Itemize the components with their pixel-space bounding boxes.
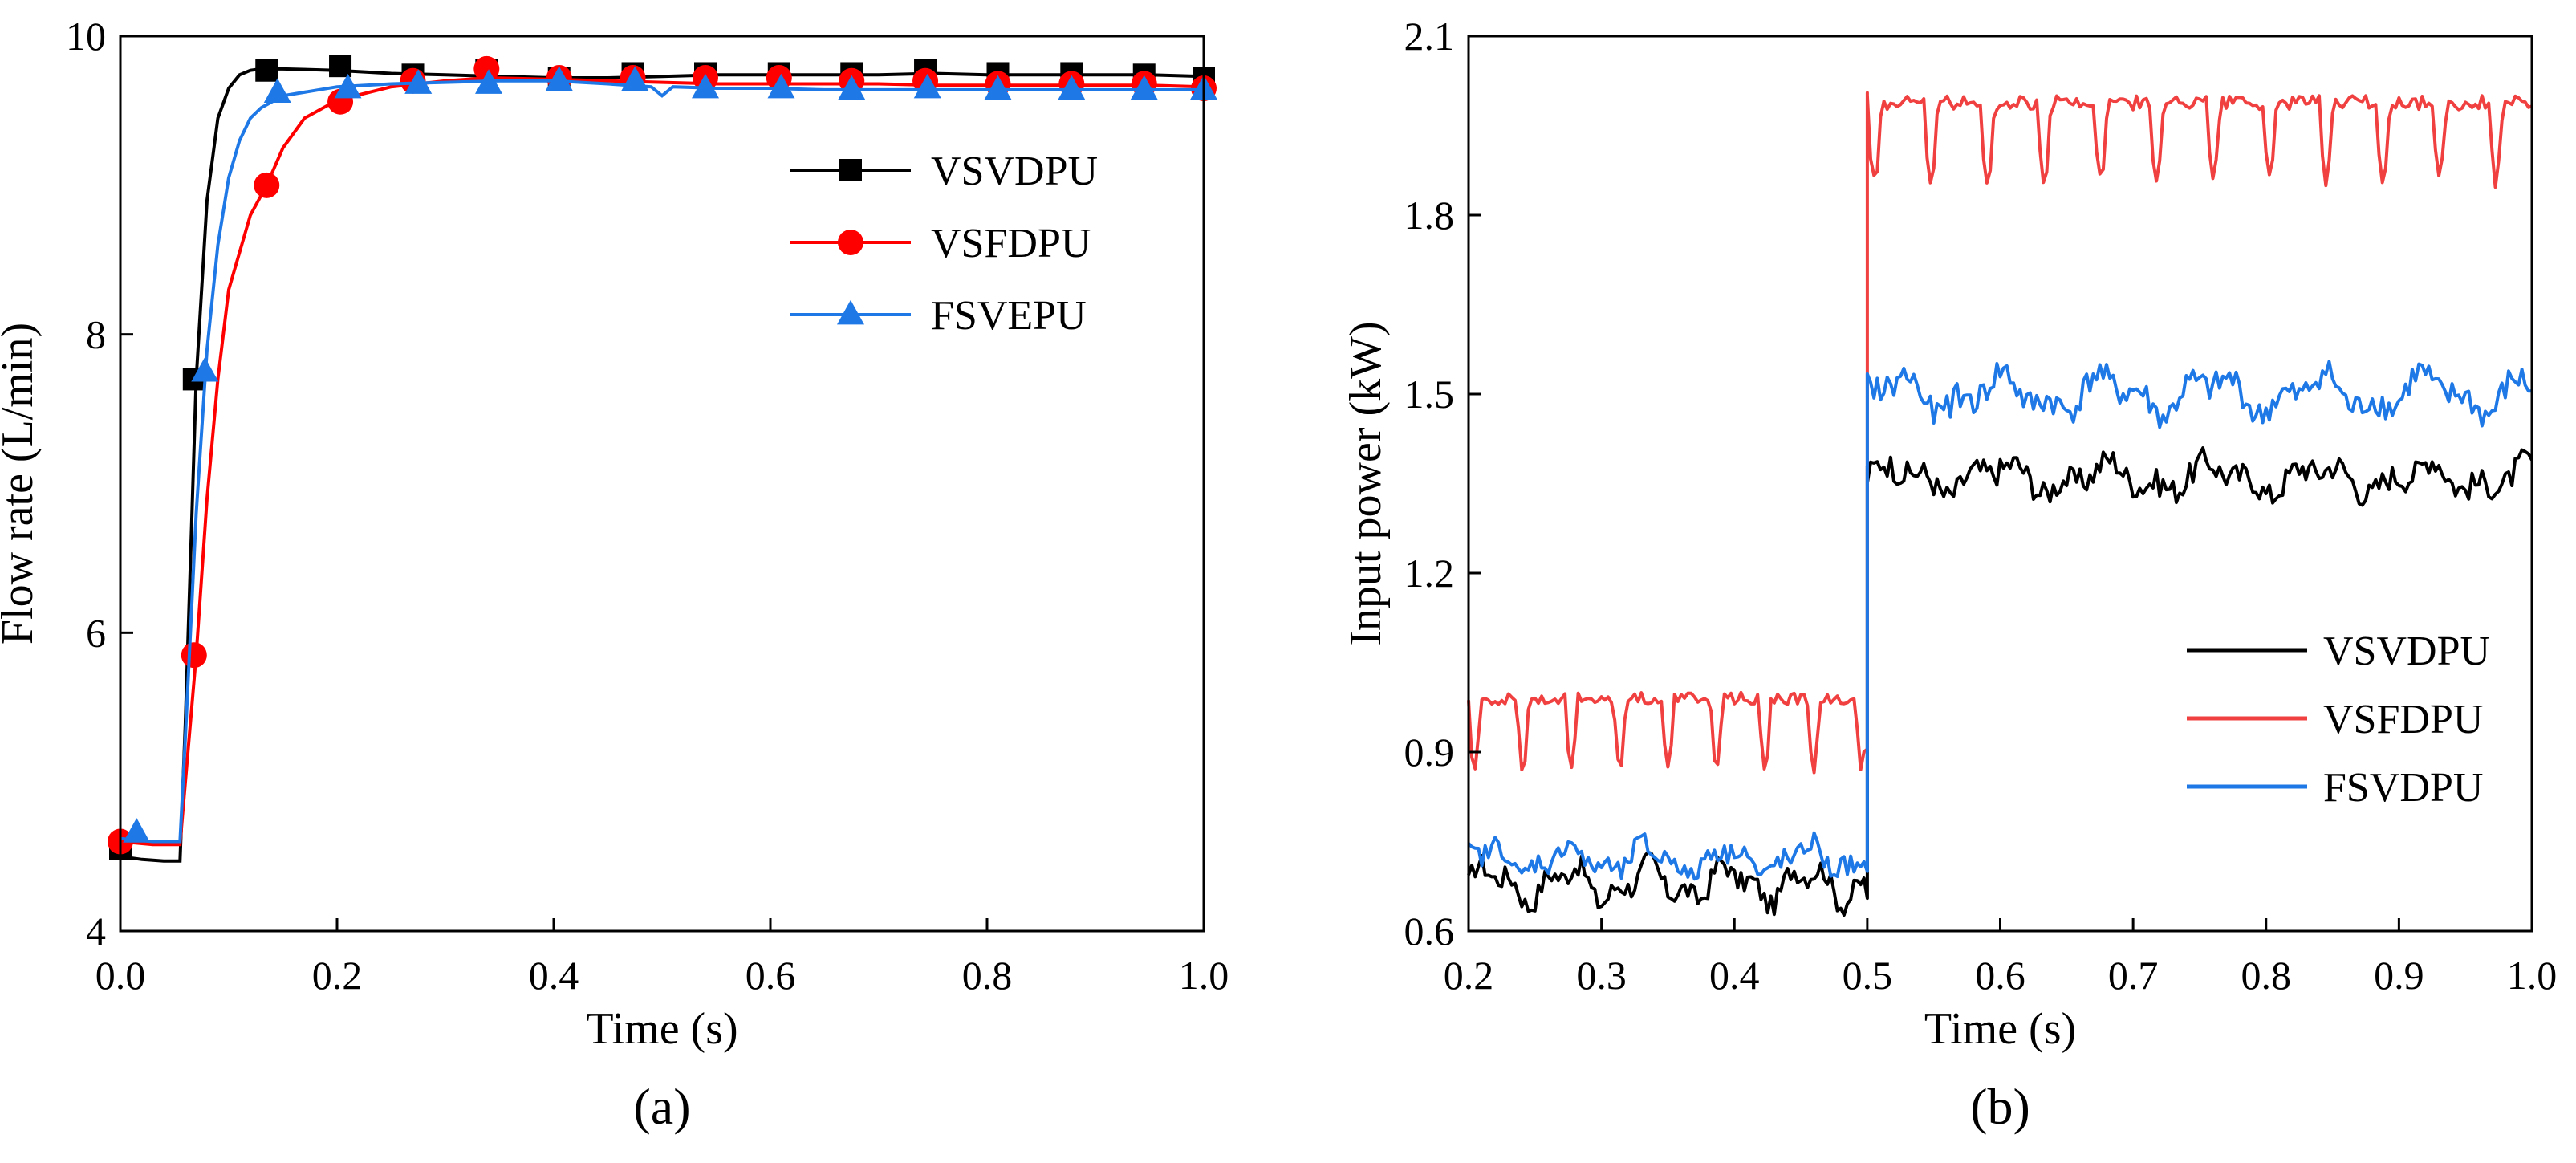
series-line-fsvdpu xyxy=(1467,360,2533,881)
y-tick-label: 10 xyxy=(66,14,106,59)
y-tick-label: 1.8 xyxy=(1404,193,1455,238)
y-tick-label: 2.1 xyxy=(1404,14,1455,59)
legend-marker-fsvepu xyxy=(837,299,864,325)
panel-label-b: (b) xyxy=(1970,1078,2030,1135)
x-tick-label: 0.4 xyxy=(529,953,579,998)
legend-label-vsvdpu: VSVDPU xyxy=(931,148,1098,194)
data-point-vsvdpu xyxy=(329,55,352,78)
input-power-x-axis-label: Time (s) xyxy=(1924,1004,2076,1054)
input-power-ticks: 0.2 0.3 0.4 0.5 0.6 0.7 0.8 0.9 1.0 0.6 0.9 1.2 1.5 1… xyxy=(1404,14,2558,998)
data-point-fsvepu xyxy=(404,69,433,94)
flow-rate-chart: 0.0 0.2 0.4 0.6 0.8 1.0 4 6 8 10 Time (s) Flow ra… xyxy=(0,14,1229,1135)
series-line-vsfdpu xyxy=(1467,91,2533,775)
data-point-fsvepu xyxy=(263,78,291,103)
data-point-fsvepu xyxy=(545,66,573,91)
x-tick-label: 0.4 xyxy=(1709,953,1760,998)
x-tick-label: 0.6 xyxy=(1975,953,2025,998)
data-point-fsvepu xyxy=(984,75,1012,100)
flow-rate-x-axis-label: Time (s) xyxy=(586,1004,737,1054)
x-tick-label: 0.3 xyxy=(1576,953,1627,998)
legend-marker-vsfdpu xyxy=(838,230,863,255)
data-point-fsvepu xyxy=(621,66,649,91)
y-tick-label: 4 xyxy=(86,909,106,954)
x-tick-label: 0.8 xyxy=(962,953,1013,998)
input-power-y-axis-label: Input power (kW) xyxy=(1341,321,1391,645)
y-tick-label: 8 xyxy=(86,312,106,357)
data-point-fsvepu xyxy=(767,73,795,99)
legend-label-fsvdpu: FSVDPU xyxy=(2323,765,2483,811)
flow-rate-ticks: 0.0 0.2 0.4 0.6 0.8 1.0 4 6 8 10 xyxy=(66,14,1229,998)
data-point-fsvepu xyxy=(334,73,362,99)
y-tick-label: 6 xyxy=(86,610,106,655)
legend-label-vsfdpu: VSFDPU xyxy=(931,221,1091,266)
x-tick-label: 0.7 xyxy=(2108,953,2159,998)
x-tick-label: 0.6 xyxy=(746,953,796,998)
x-tick-label: 0.5 xyxy=(1843,953,1893,998)
x-tick-label: 0.2 xyxy=(312,953,363,998)
series-line-vsvdpu xyxy=(1467,446,2533,917)
data-point-fsvepu xyxy=(191,356,219,382)
x-tick-label: 1.0 xyxy=(2507,953,2558,998)
x-tick-label: 0.2 xyxy=(1444,953,1494,998)
y-tick-label: 0.9 xyxy=(1404,730,1455,775)
data-point-fsvepu xyxy=(1058,75,1086,100)
flow-rate-y-axis-label: Flow rate (L/min) xyxy=(0,323,43,645)
y-tick-label: 1.2 xyxy=(1404,551,1455,596)
x-tick-label: 1.0 xyxy=(1179,953,1229,998)
data-point-fsvepu xyxy=(123,818,151,843)
x-tick-label: 0.9 xyxy=(2374,953,2424,998)
data-point-fsvepu xyxy=(913,73,941,99)
flow-rate-legend: VSVDPU VSFDPU FSVEPU xyxy=(790,148,1098,339)
data-point-fsvepu xyxy=(1130,75,1158,100)
x-tick-label: 0.0 xyxy=(95,953,146,998)
legend-label-vsvdpu: VSVDPU xyxy=(2323,628,2490,674)
legend-label-vsfdpu: VSFDPU xyxy=(2323,697,2483,742)
input-power-plot-area xyxy=(1467,91,2533,917)
series-line-fsvepu xyxy=(120,79,1204,844)
data-point-vsfdpu xyxy=(254,172,280,198)
data-point-vsvdpu xyxy=(255,59,278,82)
y-tick-label: 1.5 xyxy=(1404,372,1455,417)
data-point-fsvepu xyxy=(475,69,502,94)
flow-rate-plot-frame xyxy=(119,35,1205,933)
input-power-legend: VSVDPU VSFDPU FSVDPU xyxy=(2187,628,2490,811)
legend-marker-vsvdpu xyxy=(839,159,862,181)
flow-rate-plot-area xyxy=(108,55,1217,863)
data-point-fsvepu xyxy=(692,73,719,99)
panel-label-a: (a) xyxy=(633,1078,690,1135)
legend-label-fsvepu: FSVEPU xyxy=(931,293,1087,339)
input-power-chart: 0.2 0.3 0.4 0.5 0.6 0.7 0.8 0.9 1.0 0.6 0.9 1.2 1.5 1… xyxy=(1341,14,2557,1135)
x-tick-label: 0.8 xyxy=(2241,953,2292,998)
data-point-vsfdpu xyxy=(473,55,500,82)
data-point-vsfdpu xyxy=(181,642,207,669)
y-tick-label: 0.6 xyxy=(1404,909,1455,954)
data-point-fsvepu xyxy=(838,75,866,100)
